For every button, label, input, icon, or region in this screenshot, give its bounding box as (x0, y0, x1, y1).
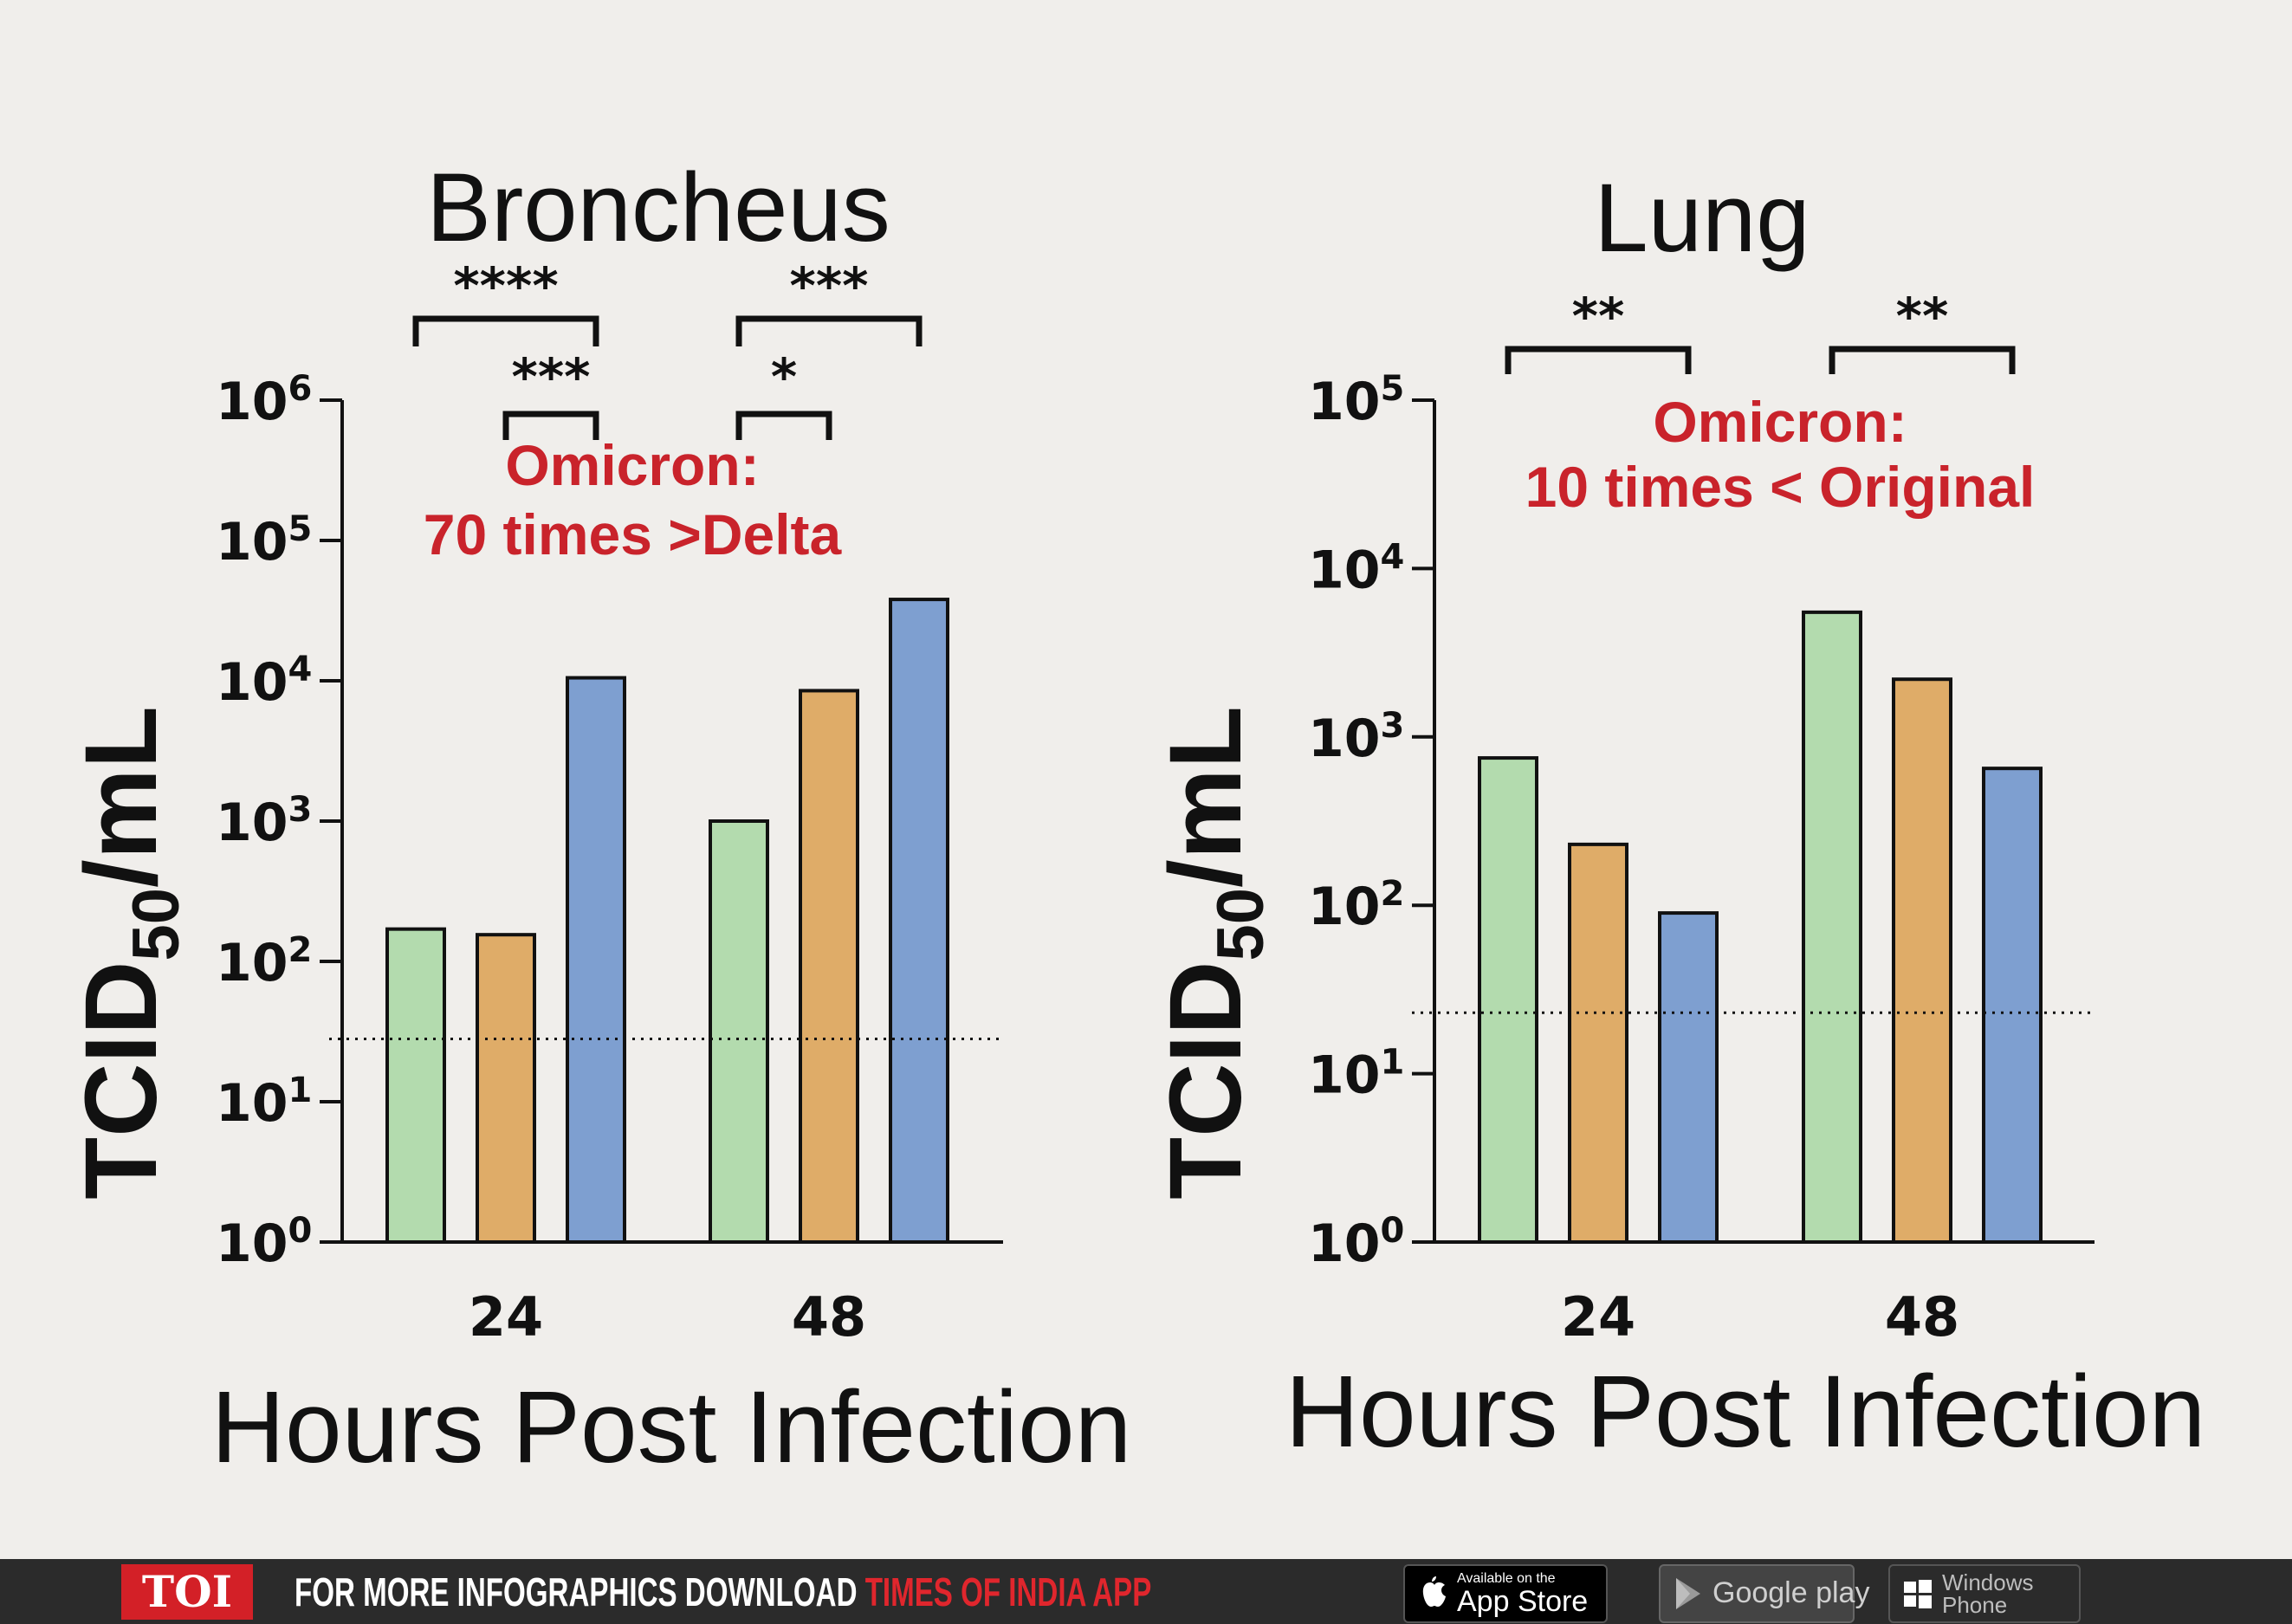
chart-1-significance-bracket (735, 411, 832, 440)
chart-1-bar (709, 819, 769, 1244)
chart-2-significance-bracket (1829, 346, 2016, 374)
chart-1-bar (566, 676, 626, 1244)
windows-logo-icon (1900, 1575, 1935, 1613)
chart-1-bar (889, 598, 949, 1244)
infographic-stage: Broncheus 100 101 102 103 104 105 106 24 48 Hours … (64, 153, 2206, 1485)
chart-2-y-tick-label: 101 (1308, 1043, 1404, 1106)
chart-2-bar (1478, 756, 1538, 1244)
chart-1-y-tick-label: 102 (216, 930, 312, 993)
chart-2-y-axis-label: TCID50/mL (1149, 706, 1278, 1200)
promo-text: FOR MORE INFOGRAPHICS DOWNLOAD TIMES OF … (295, 1569, 1151, 1614)
chart-2-significance-label: ** (1896, 287, 1949, 346)
chart-1-annotation-line: 70 times >Delta (424, 502, 843, 566)
chart-1-x-axis-label: Hours Post Infection (211, 1370, 1132, 1485)
chart-1-significance-label: * (771, 347, 797, 406)
google-play-badge[interactable]: Google play (1659, 1564, 1869, 1623)
chart-2-y-tick-label: 105 (1308, 369, 1404, 432)
chart-1-y-tick-label: 106 (216, 369, 312, 432)
chart-1-y-tick-label: 100 (216, 1211, 312, 1274)
chart-1-y-tick-label: 103 (216, 790, 312, 853)
app-store-small-text: Available on the (1457, 1571, 1556, 1586)
chart-1-annotation-line: Omicron: (505, 433, 759, 497)
chart-1-bar (476, 933, 536, 1244)
chart-1-bar (385, 927, 446, 1244)
google-play-label: Google play (1713, 1576, 1870, 1609)
chart-1-x-tick-label: 24 (469, 1285, 543, 1349)
chart-2-y-tick-label: 103 (1308, 706, 1404, 769)
chart-2-x-tick-label: 24 (1561, 1285, 1635, 1349)
chart-2-x-axis-label: Hours Post Infection (1285, 1355, 2206, 1469)
chart-2-y-tick-label: 100 (1308, 1211, 1404, 1274)
chart-2-y-tick-label: 104 (1308, 537, 1404, 600)
promo-text-main: FOR MORE INFOGRAPHICS DOWNLOAD (295, 1569, 865, 1614)
play-triangle-icon (1671, 1575, 1706, 1613)
windows-phone-badge[interactable]: Windows Phone (1888, 1564, 2081, 1623)
chart-2-annotation-line: Omicron: (1653, 390, 1907, 454)
footer-banner: TOI FOR MORE INFOGRAPHICS DOWNLOAD TIMES… (0, 1559, 2292, 1624)
chart-2-significance-label: ** (1572, 287, 1625, 346)
chart-2-title: Lung (1594, 164, 1810, 272)
chart-1-significance-label: **** (453, 256, 558, 315)
chart-1-title: Broncheus (426, 153, 890, 262)
app-store-badge[interactable]: Available on the App Store (1403, 1564, 1608, 1623)
chart-1-bar (799, 689, 859, 1244)
windows-phone-label: Windows Phone (1942, 1569, 2034, 1618)
chart-1-significance-label: *** (790, 256, 869, 315)
chart-2-annotation-line: 10 times < Original (1525, 455, 2036, 519)
chart-1-y-axis-label: TCID50/mL (64, 706, 193, 1200)
chart-2-bar (1658, 911, 1719, 1244)
chart-1-significance-label: *** (512, 347, 591, 406)
toi-logo[interactable]: TOI (121, 1564, 253, 1620)
chart-1-y-tick-label: 101 (216, 1071, 312, 1134)
chart-2-significance-bracket (1505, 346, 1692, 374)
chart-1-y-tick-label: 104 (216, 650, 312, 713)
promo-text-highlight: TIMES OF INDIA APP (864, 1569, 1152, 1614)
app-store-label: App Store (1457, 1585, 1589, 1618)
chart-2-x-tick-label: 48 (1885, 1285, 1959, 1349)
chart-2-y-tick-label: 102 (1308, 874, 1404, 937)
chart-1-y-tick-label: 105 (216, 509, 312, 573)
chart-2-bar (1568, 842, 1628, 1245)
chart-2-bar (1982, 767, 2043, 1244)
chart-1-significance-bracket (502, 411, 599, 440)
chart-2-bar (1802, 610, 1862, 1244)
chart-1-significance-bracket (412, 315, 599, 346)
apple-icon (1415, 1575, 1450, 1613)
chart-2-bar (1892, 677, 1952, 1244)
chart-1-x-tick-label: 48 (792, 1285, 866, 1349)
chart-1-significance-bracket (735, 315, 923, 346)
